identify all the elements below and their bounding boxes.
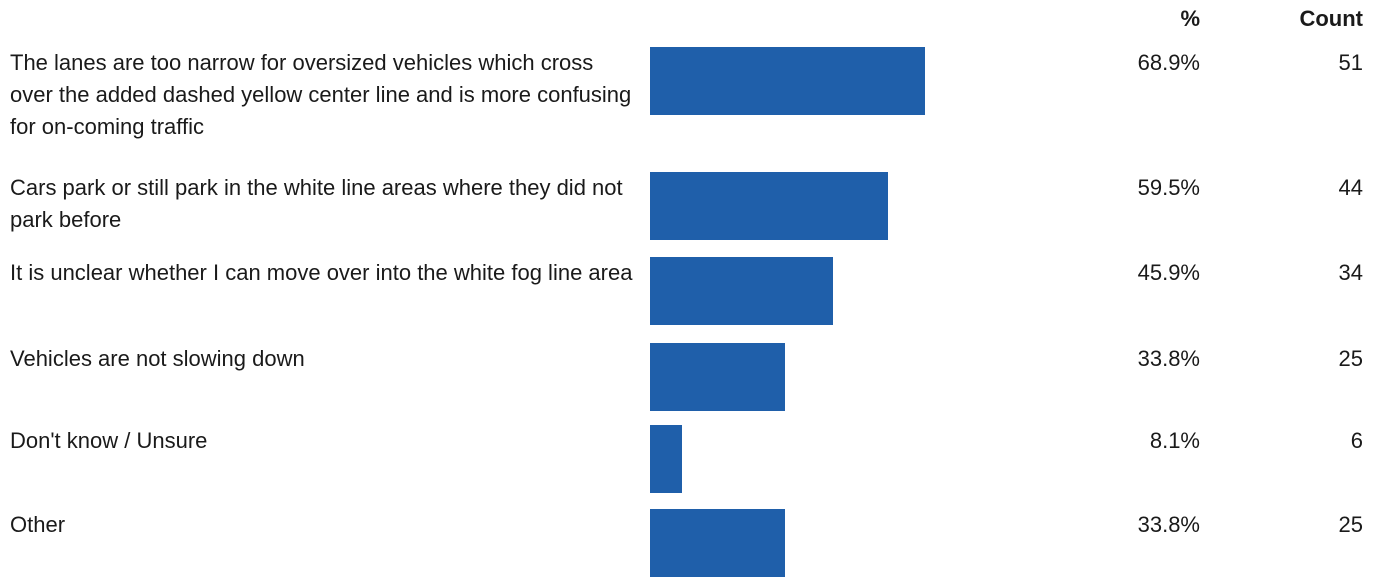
count-value: 25 [1338,512,1363,537]
bar [650,257,834,325]
bar [650,47,925,115]
percent-value: 59.5% [1137,175,1200,200]
count-value: 6 [1350,428,1363,453]
percent-header: % [1180,6,1200,31]
bar [650,425,683,493]
category-label: The lanes are too narrow for oversized v… [10,50,632,139]
count-value: 25 [1338,346,1363,371]
percent-value: 45.9% [1137,260,1200,285]
bar [650,509,785,577]
category-label: Other [10,512,66,537]
count-value: 51 [1338,50,1363,75]
category-label: Cars park or still park in the white lin… [10,175,623,232]
percent-value: 8.1% [1149,428,1200,453]
count-header: Count [1299,6,1363,31]
count-value: 44 [1338,175,1363,200]
count-value: 34 [1338,260,1363,285]
percent-value: 33.8% [1137,346,1200,371]
category-label: Don't know / Unsure [10,428,208,453]
percent-value: 33.8% [1137,512,1200,537]
bar [650,172,888,240]
bar [650,343,785,411]
category-label: Vehicles are not slowing down [10,346,305,371]
percent-value: 68.9% [1137,50,1200,75]
category-label: It is unclear whether I can move over in… [10,260,633,285]
